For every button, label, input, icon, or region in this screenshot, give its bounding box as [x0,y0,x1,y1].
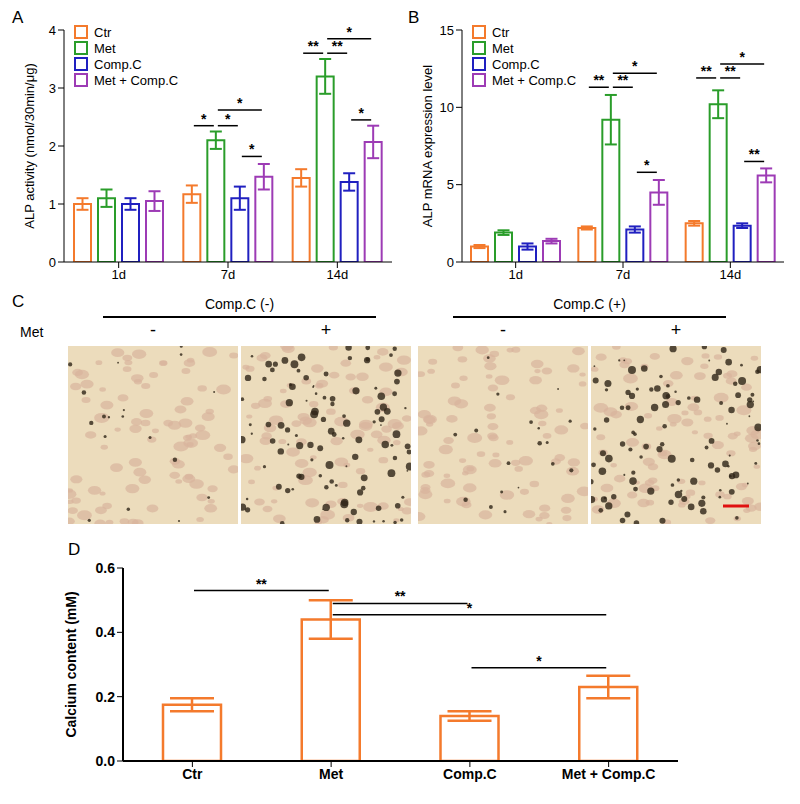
svg-text:**: ** [593,72,604,88]
svg-text:*: * [237,95,243,111]
html-text:Met: Met [20,324,44,340]
svg-text:7d: 7d [616,267,630,282]
html-text:Comp.C: Comp.C [492,56,540,72]
html-text:Met + Comp.C: Met + Comp.C [492,72,577,88]
html-text:Met: Met [492,40,514,56]
svg-text:**: ** [332,38,343,54]
svg-text:**: ** [725,63,736,79]
svg-text:1: 1 [49,197,56,212]
svg-text:**: ** [308,38,319,54]
svg-text:*: * [739,49,745,65]
svg-text:1d: 1d [508,267,522,282]
svg-text:Met: Met [319,766,343,782]
svg-text:7d: 7d [221,267,235,282]
svg-text:*: * [536,653,542,669]
html-text:Ctr: Ctr [94,24,112,40]
svg-text:1d: 1d [111,267,125,282]
svg-text:*: * [632,58,638,74]
svg-text:14d: 14d [326,267,348,282]
svg-text:0: 0 [49,255,56,270]
html-text:Ctr: Ctr [492,24,510,40]
svg-text:*: * [358,105,364,121]
svg-text:0.4: 0.4 [96,624,116,640]
svg-text:15: 15 [440,23,454,38]
svg-text:*: * [346,24,352,40]
svg-text:2: 2 [49,139,56,154]
svg-text:5: 5 [447,177,454,192]
svg-text:*: * [225,111,231,127]
html-text:Met: Met [94,40,116,56]
svg-text:10: 10 [440,100,454,115]
html-text:B: B [408,8,420,27]
svg-text:**: ** [395,588,406,604]
svg-text:3: 3 [49,81,56,96]
html-text:Comp.C: Comp.C [94,56,142,72]
svg-text:14d: 14d [719,267,741,282]
svg-text:4: 4 [49,23,56,38]
svg-text:**: ** [701,63,712,79]
html-text:Comp.C (-): Comp.C (-) [204,296,275,312]
html-text:A: A [12,8,24,27]
svg-text:*: * [249,141,255,157]
html-text:Met + Comp.C: Met + Comp.C [94,72,179,88]
svg-text:Met + Comp.C: Met + Comp.C [562,766,656,782]
svg-text:0.2: 0.2 [96,689,116,705]
html-text:Comp.C (+): Comp.C (+) [553,296,626,312]
svg-text:0.0: 0.0 [96,753,116,769]
svg-text:*: * [644,157,650,173]
svg-text:*: * [467,600,473,616]
svg-text:Comp.C: Comp.C [443,766,497,782]
html-text:C: C [12,292,25,311]
svg-text:**: ** [749,146,760,162]
svg-text:**: ** [617,72,628,88]
svg-text:0: 0 [447,255,454,270]
svg-text:*: * [201,111,207,127]
svg-text:0.6: 0.6 [96,560,116,576]
svg-text:Calcium content (mM): Calcium content (mM) [63,591,79,737]
svg-text:**: ** [256,576,267,592]
html-text:D: D [68,540,81,559]
svg-text:ALP mRNA expression level: ALP mRNA expression level [420,65,435,227]
svg-text:ALP activity (nmol/30min/μg): ALP activity (nmol/30min/μg) [22,63,37,228]
svg-text:Ctr: Ctr [182,766,203,782]
